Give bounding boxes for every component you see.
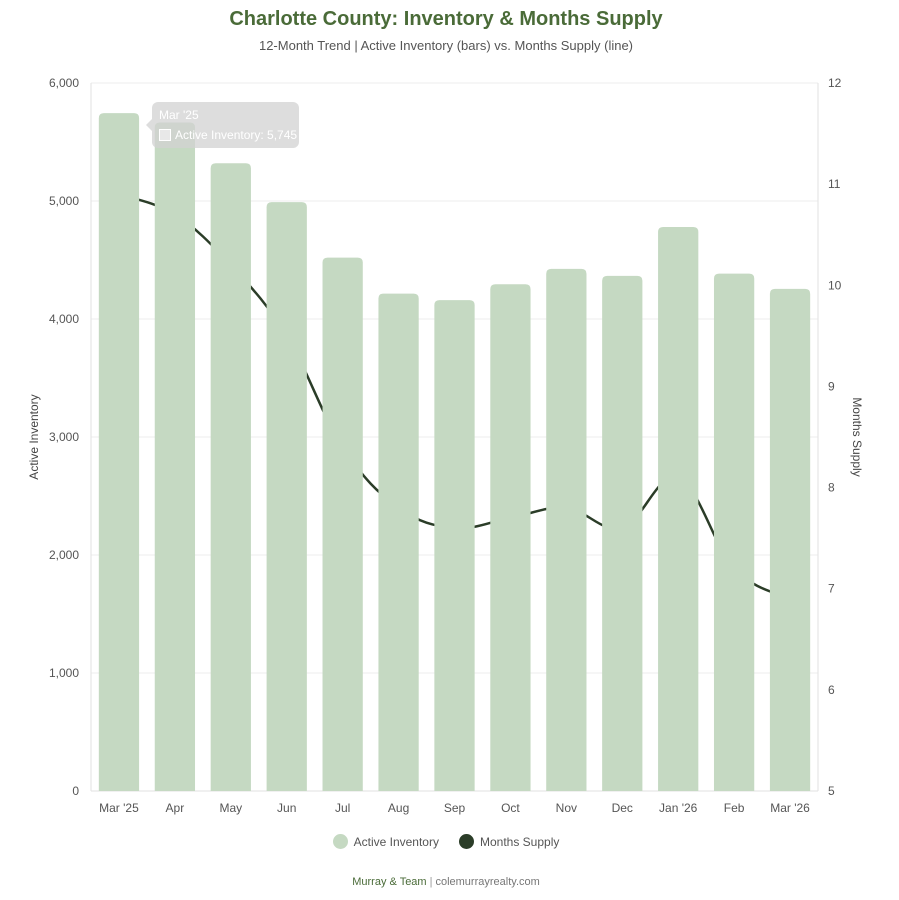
bar[interactable] xyxy=(769,288,811,791)
y-tick-label: 2,000 xyxy=(49,548,79,562)
x-tick-label: Apr xyxy=(166,801,185,815)
footer-brand: Murray & Team xyxy=(352,876,427,888)
bar[interactable] xyxy=(210,163,251,792)
footer: Murray & Team | colemurrayrealty.com xyxy=(0,876,892,888)
bar-series xyxy=(98,113,811,792)
chart-title: Charlotte County: Inventory & Months Sup… xyxy=(229,8,663,30)
y2-tick-label: 7 xyxy=(828,582,835,596)
y2-tick-label: 10 xyxy=(828,278,842,292)
x-tick-label: Oct xyxy=(501,801,520,815)
y-tick-label: 4,000 xyxy=(49,312,79,326)
x-axis-ticks: Mar '25 Apr May Jun Jul Aug Sep Oct Nov Dec Jan '2… xyxy=(99,801,810,815)
x-tick-label: Jun xyxy=(277,801,296,815)
y-tick-label: 1,000 xyxy=(49,666,79,680)
legend-item-active-inventory[interactable]: Active Inventory xyxy=(332,834,439,849)
y-tick-label: 3,000 xyxy=(49,430,79,444)
bar[interactable] xyxy=(546,268,587,792)
x-tick-label: Mar '26 xyxy=(770,801,810,815)
y2-tick-label: 6 xyxy=(828,683,835,697)
footer-separator: | xyxy=(429,876,433,888)
bar[interactable] xyxy=(434,300,475,791)
legend-item-months-supply[interactable]: Months Supply xyxy=(458,834,560,849)
bar[interactable] xyxy=(266,202,307,791)
bar[interactable] xyxy=(490,284,531,791)
bar[interactable] xyxy=(154,122,196,791)
chart-subtitle: 12-Month Trend | Active Inventory (bars)… xyxy=(258,38,634,53)
y-axis-left-ticks: 0 1,000 2,000 3,000 4,000 5,000 6,000 xyxy=(49,76,79,798)
chart-tooltip: Mar '25 Active Inventory: 5,745 xyxy=(146,102,299,148)
y-tick-label: 6,000 xyxy=(49,76,79,90)
x-tick-label: Mar '25 xyxy=(99,801,139,815)
x-tick-label: Sep xyxy=(444,801,466,815)
y-axis-title: Active Inventory xyxy=(27,394,41,479)
footer-site: colemurrayrealty.com xyxy=(435,876,540,888)
x-tick-label: Feb xyxy=(724,801,745,815)
y2-axis-title: Months Supply xyxy=(850,397,864,476)
tooltip-value: Active Inventory: 5,745 xyxy=(175,128,298,142)
bar[interactable] xyxy=(98,113,140,792)
legend-label: Months Supply xyxy=(479,834,560,849)
tooltip-swatch xyxy=(159,129,171,141)
legend-swatch-bar xyxy=(332,834,348,849)
y2-tick-label: 9 xyxy=(828,379,835,393)
x-tick-label: Dec xyxy=(612,801,633,815)
y2-tick-label: 11 xyxy=(828,177,841,191)
y-tick-label: 5,000 xyxy=(49,194,79,208)
x-tick-label: Aug xyxy=(388,801,409,815)
bar[interactable] xyxy=(713,273,755,791)
y2-tick-label: 12 xyxy=(828,76,842,90)
tooltip-title: Mar '25 xyxy=(159,108,199,122)
y2-tick-label: 5 xyxy=(828,784,835,798)
x-tick-label: Jul xyxy=(335,801,350,815)
legend-label: Active Inventory xyxy=(353,834,439,849)
x-tick-label: Jan '26 xyxy=(659,801,698,815)
y-axis-right-ticks: 5 6 7 8 9 10 11 12 xyxy=(828,76,842,798)
tooltip-row: Active Inventory: 5,745 xyxy=(159,128,297,142)
x-tick-label: May xyxy=(219,801,242,815)
legend-swatch-line xyxy=(458,834,474,849)
chart-legend: Active Inventory Months Supply xyxy=(0,834,892,849)
y2-tick-label: 8 xyxy=(828,481,835,495)
bar[interactable] xyxy=(602,275,643,791)
bar[interactable] xyxy=(378,293,419,791)
bar[interactable] xyxy=(658,226,699,791)
bar[interactable] xyxy=(322,257,363,791)
tooltip-caret xyxy=(146,119,152,131)
x-tick-label: Nov xyxy=(556,801,577,815)
y-tick-label: 0 xyxy=(72,784,79,798)
